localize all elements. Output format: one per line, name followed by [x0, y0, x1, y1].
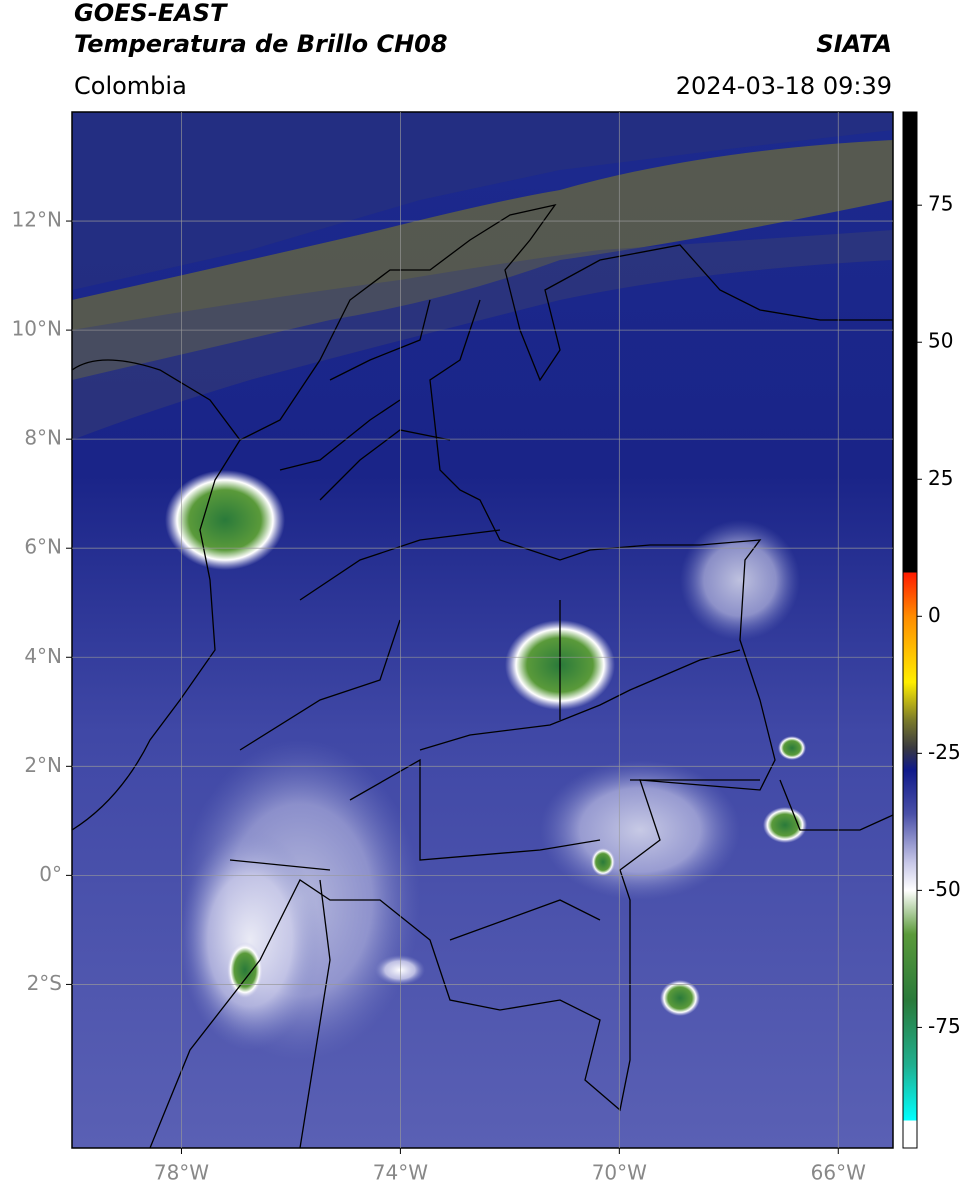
x-tick-label: 74°W: [373, 1161, 428, 1185]
y-tick-label: 12°N: [12, 208, 62, 232]
colorbar-tick-label: -50: [928, 877, 961, 901]
datetime: 2024-03-18 09:39: [676, 72, 892, 100]
map-image: [72, 112, 893, 1148]
colorbar-tick-label: 0: [928, 603, 941, 627]
colorbar-tick-label: -75: [928, 1014, 961, 1038]
y-tick-label: 2°S: [27, 971, 62, 995]
colorbar-tick-label: 25: [928, 466, 953, 490]
source: SIATA: [816, 30, 892, 58]
y-tick-label: 0°: [39, 862, 62, 886]
map-frame: [71, 111, 894, 1149]
y-tick-label: 6°N: [24, 535, 62, 559]
y-tick-label: 4°N: [24, 644, 62, 668]
subtitle: Temperatura de Brillo CH08: [74, 30, 448, 58]
colorbar-tick-label: 50: [928, 329, 953, 353]
colorbar-tick-label: 75: [928, 192, 953, 216]
y-tick-label: 8°N: [24, 426, 62, 450]
y-tick-label: 2°N: [24, 753, 62, 777]
x-tick-label: 78°W: [154, 1161, 209, 1185]
x-tick-label: 70°W: [592, 1161, 647, 1185]
colorbar-tick-label: -25: [928, 740, 961, 764]
x-tick-label: 66°W: [811, 1161, 866, 1185]
title: GOES-EAST: [74, 0, 228, 27]
region: Colombia: [74, 72, 187, 100]
colorbar: [902, 111, 918, 1149]
y-tick-label: 10°N: [12, 317, 62, 341]
